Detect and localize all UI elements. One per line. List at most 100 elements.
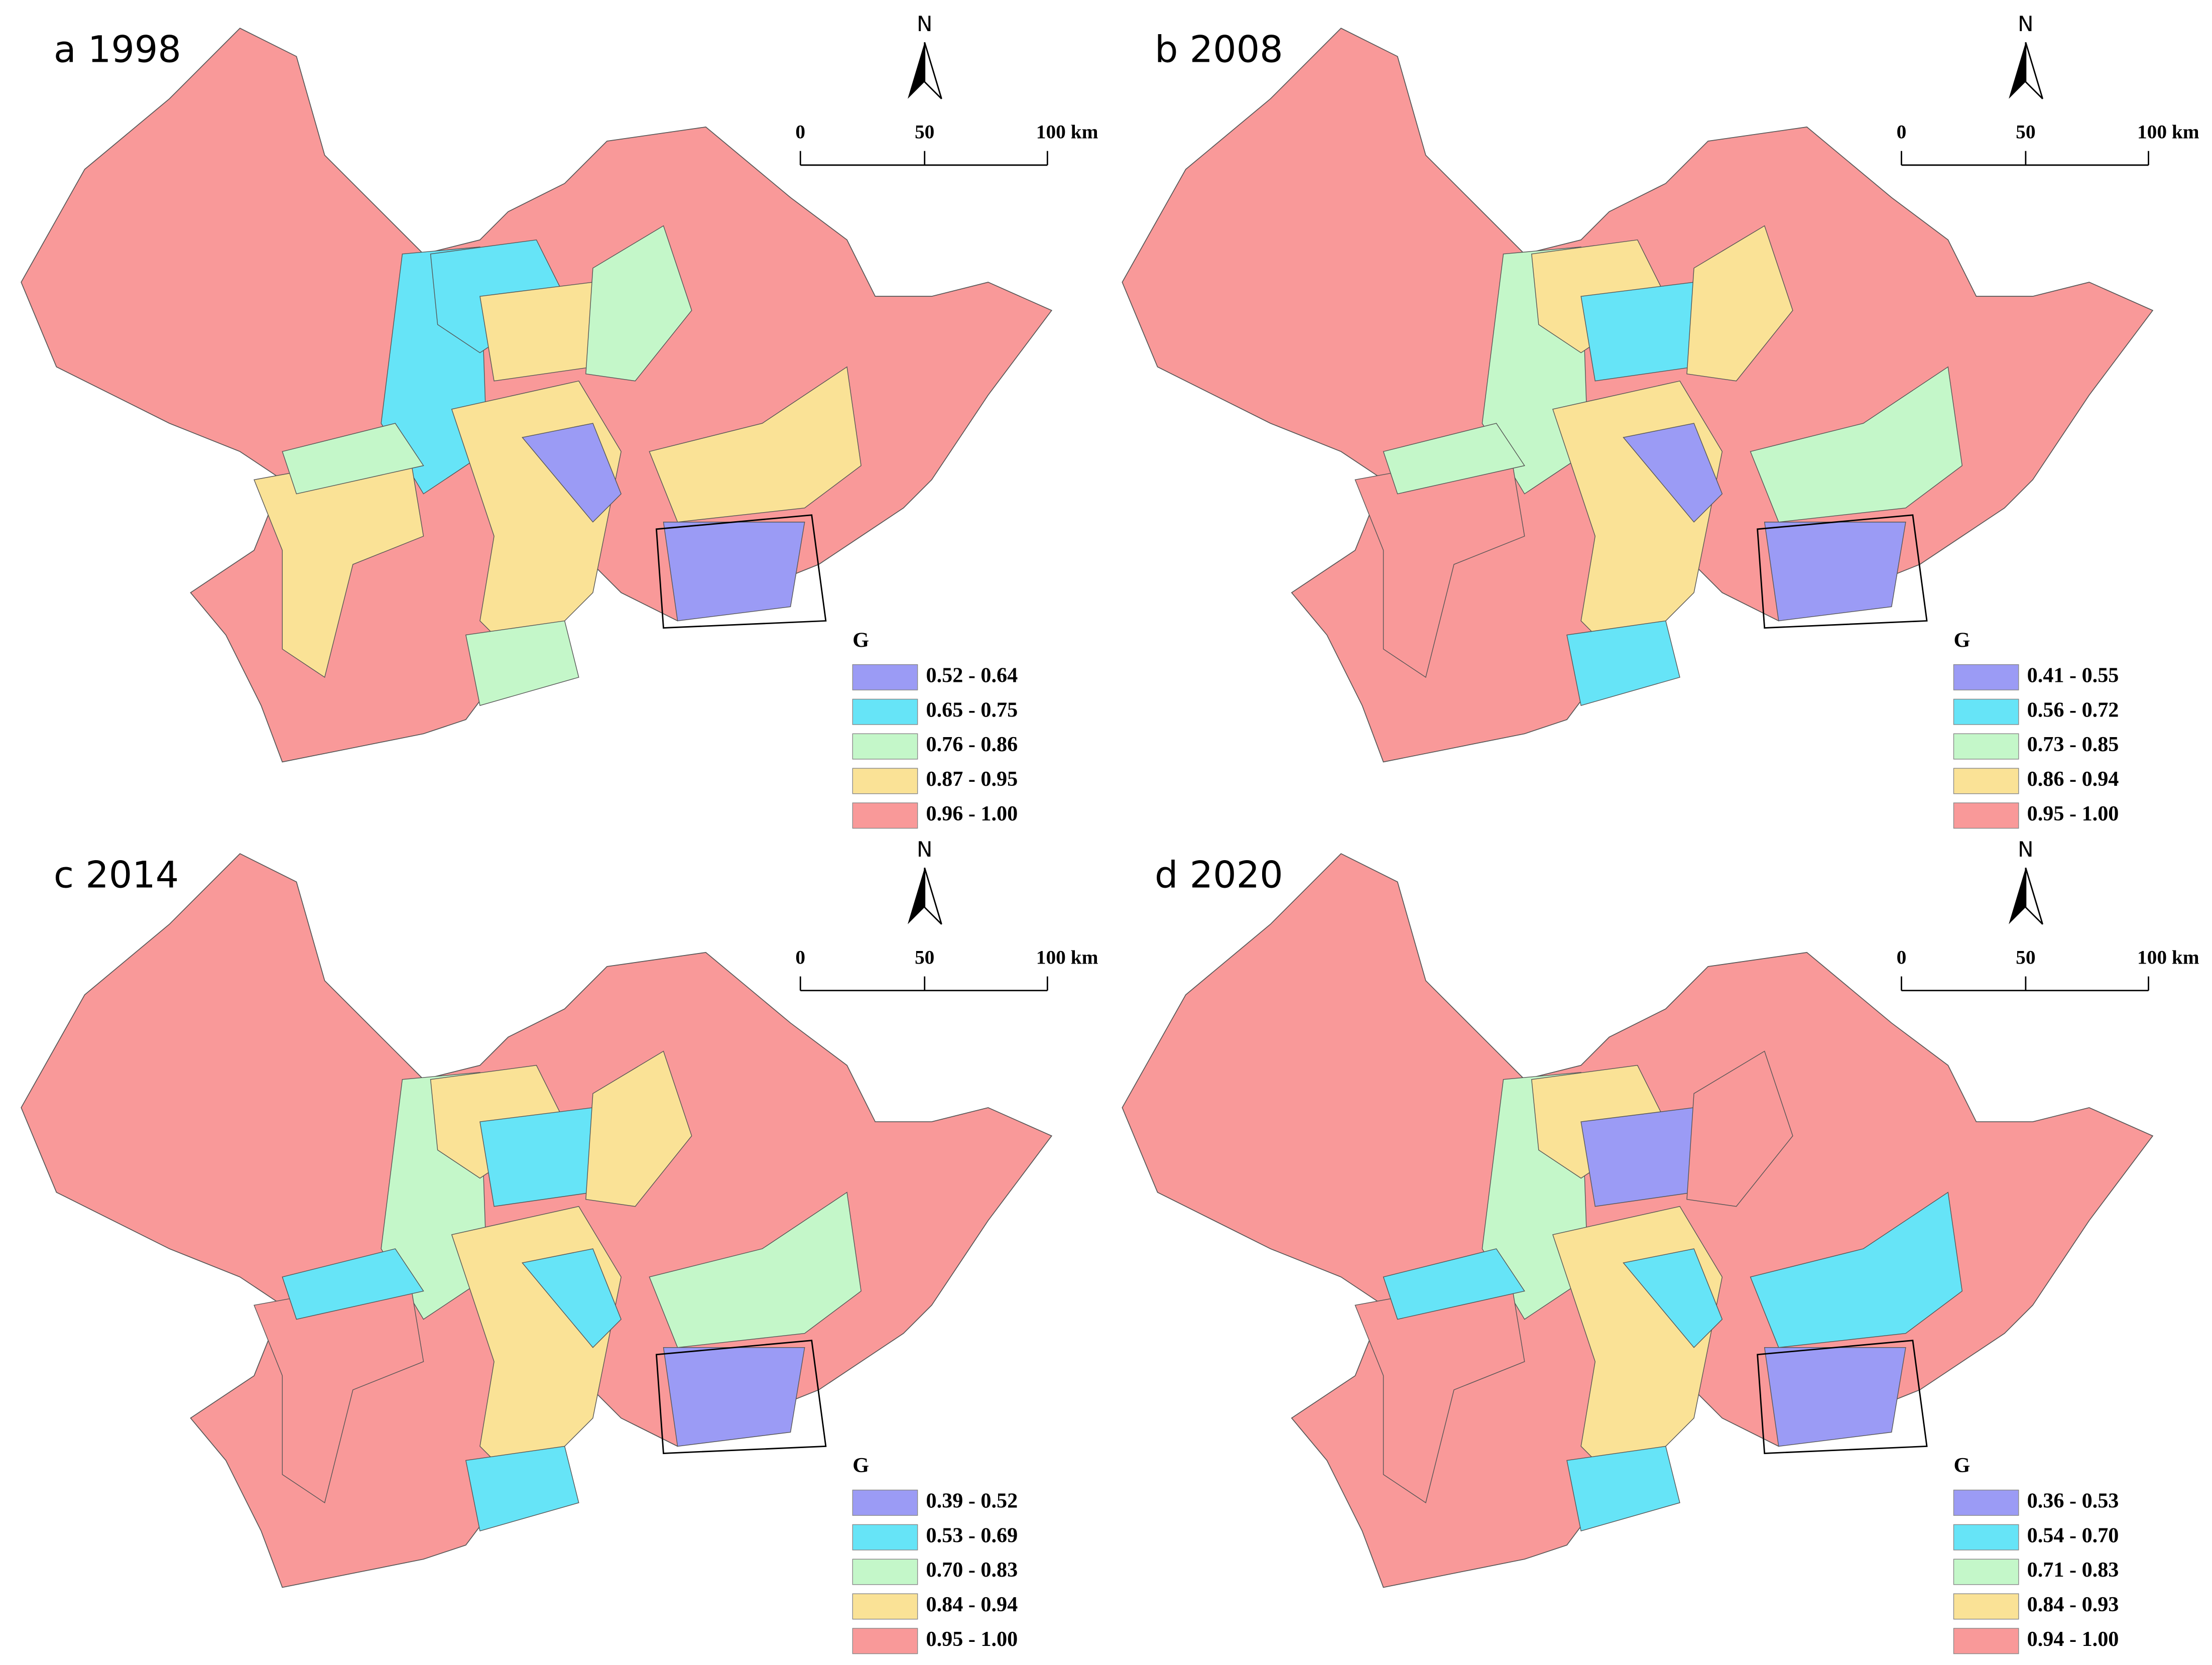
legend-swatch: [1953, 1559, 2019, 1585]
scale-label: 0: [795, 121, 805, 143]
scale-label: 0: [1897, 946, 1907, 968]
map-region: [1623, 423, 1723, 523]
panel-title: c 2014: [54, 854, 179, 897]
map-region: [1566, 1446, 1680, 1531]
legend-label: 0.53 - 0.69: [926, 1523, 1018, 1547]
map-panel: d 2020 N 0 50 100 km G 0.36 - 0.53 0.54 - 0.70 0…: [1122, 837, 2199, 1654]
panel-title: b 2008: [1155, 29, 1283, 71]
legend-swatch: [1953, 802, 2019, 829]
legend-swatch: [1953, 768, 2019, 794]
scale-label: 50: [2016, 121, 2035, 143]
scale-label: 50: [915, 946, 934, 968]
legend-swatch: [852, 1489, 918, 1516]
legend-label: 0.84 - 0.94: [926, 1593, 1018, 1616]
map-panel: c 2014 N 0 50 100 km G 0.39 - 0.52 0.53 - 0.69 0…: [21, 837, 1098, 1654]
map-region: [585, 1050, 692, 1207]
north-arrow: [924, 867, 942, 925]
legend-label: 0.65 - 0.75: [926, 698, 1018, 722]
north-label: N: [2018, 837, 2034, 862]
map-region: [479, 1107, 593, 1207]
legend-title: G: [1953, 628, 1970, 652]
north-label: N: [917, 12, 933, 36]
map-region: [1686, 1050, 1793, 1207]
legend-title: G: [852, 1454, 869, 1477]
legend-swatch: [852, 1628, 918, 1654]
map-region: [465, 620, 579, 706]
legend-swatch: [1953, 1524, 2019, 1551]
legend-swatch: [852, 664, 918, 690]
legend-label: 0.41 - 0.55: [2027, 664, 2119, 687]
legend-label: 0.96 - 1.00: [926, 802, 1018, 825]
map-region: [1580, 282, 1694, 382]
map-region: [1383, 1248, 1525, 1320]
legend-label: 0.76 - 0.86: [926, 733, 1018, 756]
legend-label: 0.39 - 0.52: [926, 1489, 1018, 1513]
legend-label: 0.56 - 0.72: [2027, 698, 2119, 722]
legend-label: 0.87 - 0.95: [926, 767, 1018, 791]
scale-label: 0: [1897, 121, 1907, 143]
legend-label: 0.52 - 0.64: [926, 664, 1018, 687]
map-panel: b 2008 N 0 50 100 km G 0.41 - 0.55 0.56 - 0.72 0…: [1122, 12, 2199, 829]
legend-swatch: [852, 802, 918, 829]
legend-title: G: [1953, 1454, 1970, 1477]
legend-title: G: [852, 628, 869, 652]
legend-label: 0.95 - 1.00: [926, 1627, 1018, 1651]
legend-label: 0.71 - 0.83: [2027, 1558, 2119, 1582]
north-label: N: [917, 837, 933, 862]
hk-boundary: [655, 514, 827, 629]
map-region: [465, 1446, 579, 1531]
scale-label: 100 km: [2137, 946, 2199, 968]
map-region: [1580, 1107, 1694, 1207]
legend-swatch: [1953, 1628, 2019, 1654]
north-arrow: [907, 868, 925, 924]
map-region: [282, 1248, 424, 1320]
north-arrow: [2025, 867, 2043, 925]
map-region: [585, 225, 692, 382]
north-arrow: [907, 42, 925, 99]
map-region: [522, 423, 622, 523]
legend-swatch: [1953, 698, 2019, 725]
north-arrow: [2025, 42, 2043, 99]
north-arrow: [2009, 868, 2026, 924]
map-panel: a 1998 N 0 50 100 km G 0.52 - 0.64 0.65 - 0.75 0…: [21, 12, 1098, 829]
legend-swatch: [852, 698, 918, 725]
map-region: [1623, 1248, 1723, 1348]
map-region: [479, 282, 593, 382]
map-region: [1764, 1347, 1906, 1447]
legend-label: 0.94 - 1.00: [2027, 1627, 2119, 1651]
hk-boundary: [1757, 514, 1928, 629]
map-region: [1566, 620, 1680, 706]
scale-label: 100 km: [2137, 121, 2199, 143]
scale-label: 100 km: [1036, 121, 1098, 143]
north-arrow: [2009, 42, 2026, 99]
hk-boundary: [1757, 1340, 1928, 1454]
panel-title: a 1998: [54, 29, 181, 71]
map-region: [663, 1347, 805, 1447]
north-label: N: [2018, 12, 2034, 36]
scale-label: 100 km: [1036, 946, 1098, 968]
legend-label: 0.54 - 0.70: [2027, 1523, 2119, 1547]
map-region: [282, 423, 424, 495]
map-region: [1686, 225, 1793, 382]
map-region: [1383, 423, 1525, 495]
legend-swatch: [1953, 1593, 2019, 1620]
legend-swatch: [852, 1593, 918, 1620]
scale-label: 50: [2016, 946, 2035, 968]
legend-label: 0.36 - 0.53: [2027, 1489, 2119, 1513]
map-region: [663, 522, 805, 622]
scale-label: 0: [795, 946, 805, 968]
hk-boundary: [655, 1340, 827, 1454]
scale-label: 50: [915, 121, 934, 143]
legend-swatch: [1953, 733, 2019, 760]
legend-swatch: [852, 768, 918, 794]
legend-label: 0.70 - 0.83: [926, 1558, 1018, 1582]
legend-swatch: [1953, 664, 2019, 690]
panel-title: d 2020: [1155, 854, 1283, 897]
legend-label: 0.86 - 0.94: [2027, 767, 2119, 791]
north-arrow: [924, 42, 942, 99]
legend-swatch: [852, 1524, 918, 1551]
legend-swatch: [1953, 1489, 2019, 1516]
legend-swatch: [852, 733, 918, 760]
legend-label: 0.73 - 0.85: [2027, 733, 2119, 756]
